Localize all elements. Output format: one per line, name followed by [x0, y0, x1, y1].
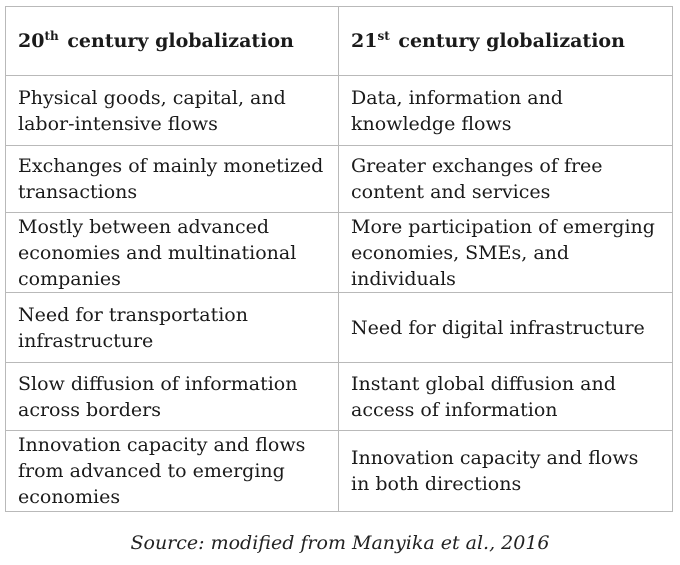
table-row: Exchanges of mainly monetized transactio… [5, 145, 673, 213]
cell-20th: Mostly between advanced economies and mu… [5, 212, 339, 293]
table-header-row: 20th century globalization 21st century … [5, 6, 673, 76]
cell-20th: Innovation capacity and flows from advan… [5, 430, 339, 512]
header-21st-rest: century globalization [391, 30, 625, 52]
table-row: Slow diffusion of information across bor… [5, 362, 673, 431]
header-20th-base: 20 [18, 30, 45, 52]
table-row: Innovation capacity and flows from advan… [5, 430, 673, 512]
source-caption: Source: modified from Manyika et al., 20… [130, 532, 550, 554]
header-21st-sup: st [377, 29, 390, 43]
cell-20th: Exchanges of mainly monetized transactio… [5, 145, 339, 213]
cell-21st: More participation of emerging economies… [338, 212, 673, 293]
cell-20th: Need for transportation infrastructure [5, 292, 339, 363]
cell-21st: Data, information and knowledge flows [338, 75, 673, 146]
cell-21st: Innovation capacity and flows in both di… [338, 430, 673, 512]
header-20th-sup: th [44, 29, 59, 43]
header-21st-base: 21 [351, 30, 378, 52]
table-row: Physical goods, capital, and labor-inten… [5, 75, 673, 146]
cell-20th: Slow diffusion of information across bor… [5, 362, 339, 431]
header-21st-century: 21st century globalization [338, 6, 673, 76]
cell-20th: Physical goods, capital, and labor-inten… [5, 75, 339, 146]
comparison-table-container: 20th century globalization 21st century … [5, 6, 673, 512]
table-row: Need for transportation infrastructure N… [5, 292, 673, 363]
cell-21st: Instant global diffusion and access of i… [338, 362, 673, 431]
header-20th-century: 20th century globalization [5, 6, 339, 76]
header-20th-rest: century globalization [60, 30, 294, 52]
cell-21st: Need for digital infrastructure [338, 292, 673, 363]
cell-21st: Greater exchanges of free content and se… [338, 145, 673, 213]
table-row: Mostly between advanced economies and mu… [5, 212, 673, 293]
globalization-comparison-table: 20th century globalization 21st century … [5, 6, 673, 512]
